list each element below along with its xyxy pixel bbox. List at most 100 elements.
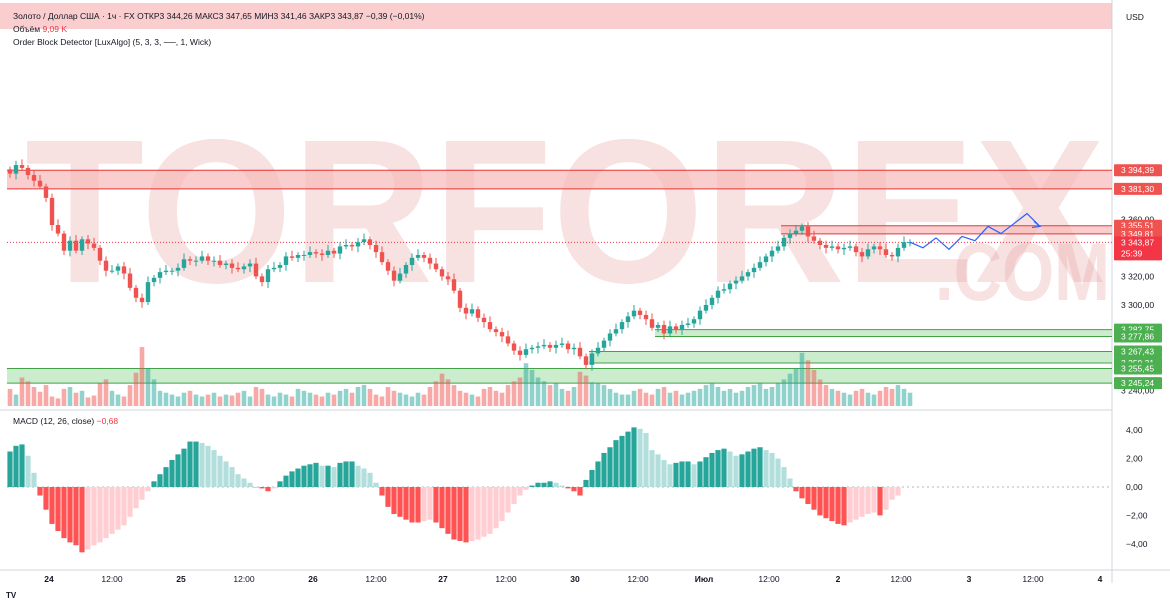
macd-bar: [235, 474, 241, 487]
volume-bar: [871, 394, 877, 406]
candle-body: [61, 233, 67, 251]
candle-body: [403, 264, 409, 274]
macd-bar: [865, 487, 871, 514]
volume-bar: [55, 398, 61, 406]
macd-bar: [613, 440, 619, 487]
candle-body: [331, 250, 337, 254]
time-tick-label: 12:00: [495, 574, 517, 584]
macd-bar: [739, 454, 745, 487]
macd-bar: [847, 487, 853, 523]
macd-bar: [553, 482, 559, 487]
macd-bar: [721, 448, 727, 487]
last-price-label: 3 343,87: [1121, 237, 1154, 247]
candle-body: [715, 290, 721, 298]
candles: [7, 159, 913, 371]
macd-bar: [559, 485, 565, 487]
volume-bar: [691, 390, 697, 406]
candle-body: [811, 236, 817, 241]
candle-body: [457, 290, 463, 308]
macd-bar: [697, 461, 703, 487]
candle-body: [769, 250, 775, 257]
macd-bar: [139, 487, 145, 500]
high-value: МАКС3 347,65: [195, 11, 252, 21]
volume-bar: [817, 379, 823, 406]
macd-bar: [445, 487, 451, 534]
time-tick-label: 4: [1098, 574, 1103, 584]
macd-bar: [295, 468, 301, 487]
candle-body: [499, 332, 505, 337]
time-tick-label: 2: [836, 574, 841, 584]
candle-body: [517, 350, 523, 355]
macd-bar: [181, 448, 187, 487]
volume-label[interactable]: Объём: [13, 24, 41, 34]
candle-body: [727, 283, 733, 290]
macd-bar: [685, 461, 691, 487]
volume-bar: [685, 392, 691, 406]
macd-bar: [307, 464, 313, 487]
macd-bar: [805, 487, 811, 505]
candle-body: [409, 257, 415, 265]
candle-body: [295, 254, 301, 258]
candle-body: [679, 324, 685, 330]
volume-bar: [457, 390, 463, 406]
candle-body: [607, 333, 613, 341]
candle-body: [31, 175, 37, 181]
volume-bar: [637, 388, 643, 406]
indicator-legend[interactable]: Order Block Detector [LuxAlgo] (5, 3, 3,…: [13, 37, 211, 48]
forecast-arrow: [1031, 220, 1042, 229]
volume-bar: [505, 385, 511, 406]
macd-bar: [103, 487, 109, 539]
macd-bar: [829, 487, 835, 522]
macd-bar: [781, 467, 787, 487]
volume-bar: [451, 385, 457, 406]
macd-histogram: [7, 427, 1112, 553]
volume-bar: [529, 369, 535, 406]
candle-body: [649, 319, 655, 328]
volume-bar: [607, 388, 613, 406]
candle-body: [277, 264, 283, 268]
tradingview-logo[interactable]: TV: [6, 591, 17, 600]
volume-bar: [415, 392, 421, 406]
macd-bar: [733, 455, 739, 487]
candle-body: [637, 310, 643, 315]
price-tag-label: 3 277,86: [1121, 332, 1154, 342]
order-block-zones: [0, 3, 1112, 384]
symbol-name[interactable]: Золото / Доллар США · 1ч · FX: [13, 11, 135, 21]
candle-body: [487, 322, 493, 330]
volume-bar: [715, 387, 721, 406]
macd-bar: [757, 447, 763, 487]
volume-bar: [601, 385, 607, 406]
volume-bar: [547, 385, 553, 406]
macd-bar: [289, 471, 295, 487]
macd-legend[interactable]: MACD (12, 26, close) −0,68: [13, 416, 118, 427]
macd-bar: [199, 442, 205, 487]
macd-bar: [31, 472, 37, 487]
candle-body: [859, 252, 865, 257]
volume-bar: [421, 394, 427, 406]
volume-bar: [595, 383, 601, 406]
candle-body: [265, 269, 271, 283]
price-tag-label: 3 349,81: [1121, 229, 1154, 239]
macd-bar: [793, 487, 799, 492]
macd-bar: [661, 460, 667, 487]
volume-bar: [163, 392, 169, 406]
volume-bar: [229, 395, 235, 406]
time-axis[interactable]: 24 12:00 25 12:00 26 12:00 27 12:00 30 12:00 Июл 12…: [44, 574, 1102, 584]
volume-bar: [109, 390, 115, 406]
candle-body: [541, 344, 547, 347]
symbol-legend: Золото / Доллар США · 1ч · FX ОТКР3 344,…: [13, 11, 425, 22]
macd-bar: [763, 450, 769, 487]
macd-bar: [73, 487, 79, 546]
macd-bar: [571, 487, 577, 492]
time-tick-label: 24: [44, 574, 54, 584]
candle-body: [379, 252, 385, 263]
volume-bar: [655, 388, 661, 406]
macd-bar: [97, 487, 103, 543]
volume-bar: [169, 394, 175, 406]
price-axis[interactable]: 3 240,003 260,003 280,003 300,003 320,00…: [1114, 164, 1162, 549]
candle-body: [127, 273, 133, 288]
macd-bar: [619, 435, 625, 487]
currency-label[interactable]: USD: [1126, 12, 1144, 22]
volume-bar: [115, 394, 121, 406]
